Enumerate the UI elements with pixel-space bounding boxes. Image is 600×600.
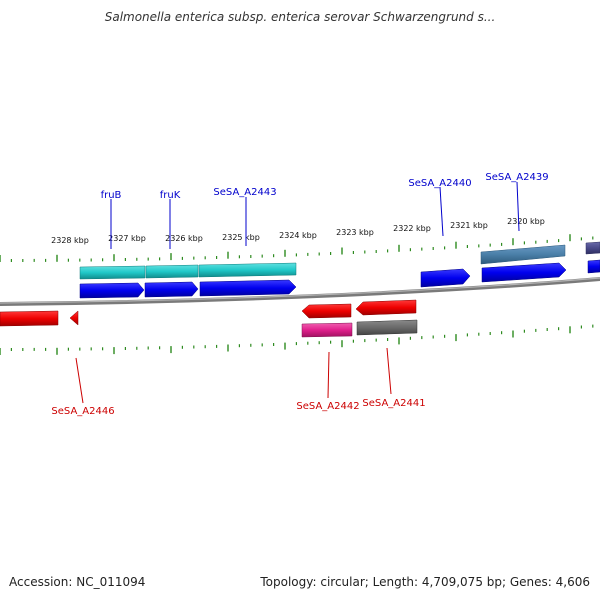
- leader-line: [439, 186, 444, 237]
- slate-feature-bar[interactable]: [585, 241, 600, 255]
- label-leaders: [75, 181, 520, 404]
- kbp-label: 2322 kbp: [393, 224, 431, 233]
- genome-backbone: [0, 277, 600, 306]
- kbp-label: 2326 kbp: [165, 234, 203, 243]
- cyan-feature-bar[interactable]: [79, 265, 146, 280]
- gene-label-SeSA_A2439[interactable]: SeSA_A2439: [485, 172, 548, 183]
- kbp-label: 2325 kbp: [222, 233, 260, 242]
- gene-label-SeSA_A2441[interactable]: SeSA_A2441: [362, 398, 425, 409]
- gene-fruB[interactable]: [79, 282, 145, 299]
- gene-label-SeSA_A2446[interactable]: SeSA_A2446: [51, 406, 114, 417]
- gene-SeSA_A2443[interactable]: [199, 279, 297, 297]
- gene-label-fruB[interactable]: fruB: [101, 190, 122, 201]
- gene-label-fruK[interactable]: fruK: [160, 190, 181, 201]
- kbp-label: 2324 kbp: [279, 231, 317, 240]
- gene-forward-partial[interactable]: [587, 259, 600, 274]
- genome-title: Salmonella enterica subsp. enterica sero…: [104, 10, 496, 24]
- leader-line: [75, 357, 84, 404]
- upper-feature-track: [79, 241, 600, 280]
- genome-stats: Topology: circular; Length: 4,709,075 bp…: [260, 575, 590, 589]
- leader-line: [386, 347, 392, 395]
- kbp-label: 2321 kbp: [450, 221, 488, 230]
- cyan-feature-bar[interactable]: [145, 264, 199, 279]
- gene-label-SeSA_A2443[interactable]: SeSA_A2443: [213, 187, 276, 198]
- kbp-label: 2328 kbp: [51, 236, 89, 245]
- gene-SeSA_A2442[interactable]: [301, 303, 352, 319]
- kbp-label: 2323 kbp: [336, 228, 374, 237]
- gene-SeSA_A2446-tip[interactable]: [69, 310, 79, 326]
- steel-feature-bar[interactable]: [480, 244, 566, 265]
- cyan-feature-bar[interactable]: [198, 262, 297, 278]
- kbp-label: 2320 kbp: [507, 217, 545, 226]
- forward-strand-genes: [79, 259, 600, 299]
- gene-SeSA_A2439[interactable]: [481, 262, 567, 283]
- lower-feature-track: [301, 319, 418, 338]
- gene-SeSA_A2440[interactable]: [420, 268, 471, 288]
- leader-line: [516, 181, 520, 232]
- gene-label-SeSA_A2442[interactable]: SeSA_A2442: [296, 401, 359, 412]
- gene-label-SeSA_A2440[interactable]: SeSA_A2440: [408, 178, 471, 189]
- leader-line: [327, 351, 330, 399]
- gene-SeSA_A2446[interactable]: [0, 310, 59, 327]
- upper-tick-row: [0, 234, 594, 262]
- gray-feature-bar[interactable]: [356, 319, 418, 336]
- accession-info: Accession: NC_011094: [9, 575, 146, 589]
- gene-labels: fruB fruK SeSA_A2443 SeSA_A2440 SeSA_A24…: [51, 172, 548, 417]
- kbp-label: 2327 kbp: [108, 234, 146, 243]
- gene-fruK[interactable]: [144, 281, 199, 298]
- lower-tick-row: [0, 324, 594, 355]
- kbp-scale: 2328 kbp 2327 kbp 2326 kbp 2325 kbp 2324…: [51, 217, 545, 245]
- gene-SeSA_A2441[interactable]: [355, 299, 417, 316]
- genome-backbone-highlight: [0, 277, 600, 304]
- pink-feature-bar[interactable]: [301, 322, 353, 338]
- reverse-strand-genes: [0, 299, 417, 327]
